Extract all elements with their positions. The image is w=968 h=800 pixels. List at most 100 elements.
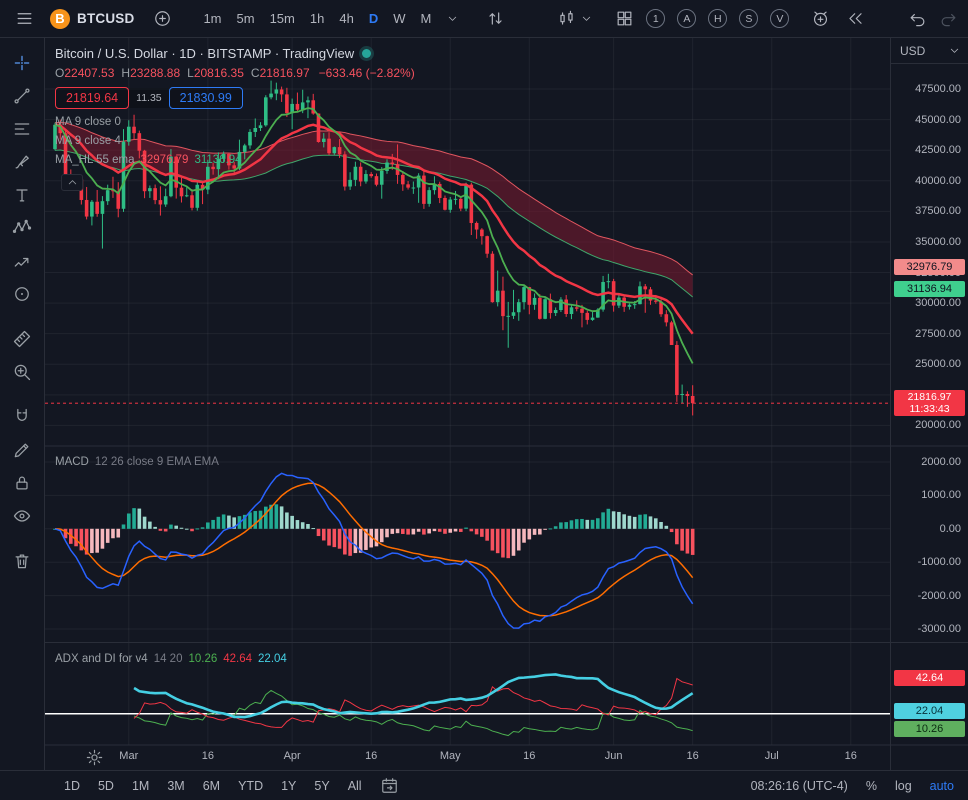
go-to-date-icon[interactable] [380,776,399,795]
timeframe-D[interactable]: D [368,11,379,26]
macd-params: 12 26 close 9 EMA EMA [94,456,219,468]
price-tick-label: 47500.00 [915,83,961,96]
circle-button-1[interactable]: 1 [646,9,666,28]
tool-brush[interactable] [5,145,39,178]
symbol-name[interactable]: BTCUSD [77,11,135,26]
tool-eye[interactable] [5,499,39,532]
tool-crosshair[interactable] [5,46,39,79]
price-scale-header[interactable]: USD [891,38,968,64]
tool-ruler[interactable] [5,322,39,355]
chart-style-chevron-icon[interactable] [580,12,593,25]
ohlc-key: O [55,66,65,80]
tool-magnet[interactable] [5,400,39,433]
market-status-dot[interactable] [362,49,372,58]
price-tick-label: 20000.00 [915,419,961,432]
ma-indicator-2[interactable]: MA 9 close 4 [55,135,121,147]
timeframe-4h[interactable]: 4h [339,11,354,26]
timeframe-1m[interactable]: 1m [203,11,222,26]
timeframe-15m[interactable]: 15m [269,11,295,26]
tool-pencil[interactable] [5,433,39,466]
range-ytd[interactable]: YTD [238,778,264,793]
tool-shapes[interactable] [5,277,39,310]
time-tick-label: 16 [844,750,857,762]
tool-xabcd-pattern[interactable] [5,211,39,244]
range-6m[interactable]: 6M [202,778,221,793]
macd-pane-label[interactable]: MACD 12 26 close 9 EMA EMA [55,456,219,468]
tool-fib-retracement[interactable] [5,112,39,145]
macd-tick-label: -2000.00 [917,589,961,602]
circle-button-a[interactable]: A [677,9,697,28]
log-scale-button[interactable]: log [894,778,912,793]
timeframe-M[interactable]: M [420,11,432,26]
price-tick-label: 45000.00 [915,113,961,126]
collapse-legend-button[interactable] [61,174,83,191]
redo-icon[interactable] [939,9,958,28]
range-1m[interactable]: 1M [131,778,150,793]
text-icon [12,185,32,205]
macd-tick-label: -3000.00 [917,622,961,635]
clock[interactable]: 08:26:16 (UTC-4) [750,778,848,793]
chart-title[interactable]: Bitcoin / U.S. Dollar · 1D · BITSTAMP · … [55,46,355,61]
percent-scale-button[interactable]: % [865,778,877,793]
timeframe-5m[interactable]: 5m [236,11,255,26]
time-tick-label: 16 [365,750,378,762]
range-1d[interactable]: 1D [64,778,80,793]
adx-pane-label[interactable]: ADX and DI for v4 14 20 10.26 42.64 22.0… [55,653,287,665]
tool-lock[interactable] [5,466,39,499]
tool-trend-line[interactable] [5,79,39,112]
main-menu-button[interactable] [10,5,38,33]
bar-replay-icon[interactable] [846,9,865,28]
ribbon-indicator[interactable]: MA_HL 55 ema 32976.79 31136.94 [55,154,415,166]
crosshair-icon [12,53,32,73]
range-1y[interactable]: 1Y [281,778,297,793]
price-tick-label: 37500.00 [915,205,961,218]
tool-forecast[interactable] [5,244,39,277]
chevron-down-icon [948,44,961,57]
create-alert-icon[interactable] [811,9,830,28]
time-tick-label: 16 [686,750,699,762]
macd-name: MACD [55,456,89,468]
range-3m[interactable]: 3M [167,778,185,793]
adx-di-plus-value: 10.26 [188,653,218,665]
symbol-group[interactable]: B BTCUSD [50,8,135,29]
price-scale[interactable]: USD 47500.00 45000.00 42500.00 40000.00 3750… [890,38,968,770]
circle-button-s[interactable]: S [739,9,759,28]
tool-text[interactable] [5,178,39,211]
ribbon-indicator-label: MA_HL 55 ema [55,154,135,166]
add-symbol-button[interactable] [148,5,176,33]
adx-di-minus-badge: 42.64 [894,670,965,687]
timeframe-1h[interactable]: 1h [309,11,325,26]
layout-grid-icon[interactable] [615,9,634,28]
pencil-icon [12,440,32,460]
ohlc-key: H [121,66,131,80]
tool-zoom-in[interactable] [5,355,39,388]
adx-di-minus-value: 42.64 [223,653,253,665]
ma-indicator-1[interactable]: MA 9 close 0 [55,116,121,128]
range-5d[interactable]: 5D [97,778,114,793]
undo-icon[interactable] [908,9,927,28]
range-all[interactable]: All [347,778,362,793]
adx-value-badge: 22.04 [894,702,965,719]
settings-gear-icon[interactable] [85,748,104,767]
chart-style-icon[interactable] [557,9,576,28]
btc-logo: B [50,8,70,29]
auto-scale-button[interactable]: auto [929,778,954,793]
last-price-badge: 21816.97 11:33:43 [894,390,965,417]
circle-button-h[interactable]: H [708,9,728,28]
circle-button-v[interactable]: V [770,9,790,28]
timeframe-W[interactable]: W [393,11,406,26]
spread-value: 11.35 [129,88,169,108]
toolbar-right [908,9,958,28]
range-5y[interactable]: 5Y [314,778,330,793]
sell-button[interactable]: 21819.64 [55,87,130,109]
time-tick-label: Apr [283,750,301,762]
fib-retracement-icon [12,119,32,139]
range-group: 1D 5D 1M 3M 6M YTD 1Y 5Y All [56,776,370,796]
compare-icon[interactable] [486,9,505,28]
buy-button[interactable]: 21830.99 [168,87,243,109]
trade-buttons: 21819.64 11.35 21830.99 [55,87,415,109]
price-tick-label: 25000.00 [915,358,961,371]
timeframe-menu-button[interactable] [438,5,466,33]
chart-canvas[interactable] [45,38,968,770]
tool-trash[interactable] [5,544,39,577]
